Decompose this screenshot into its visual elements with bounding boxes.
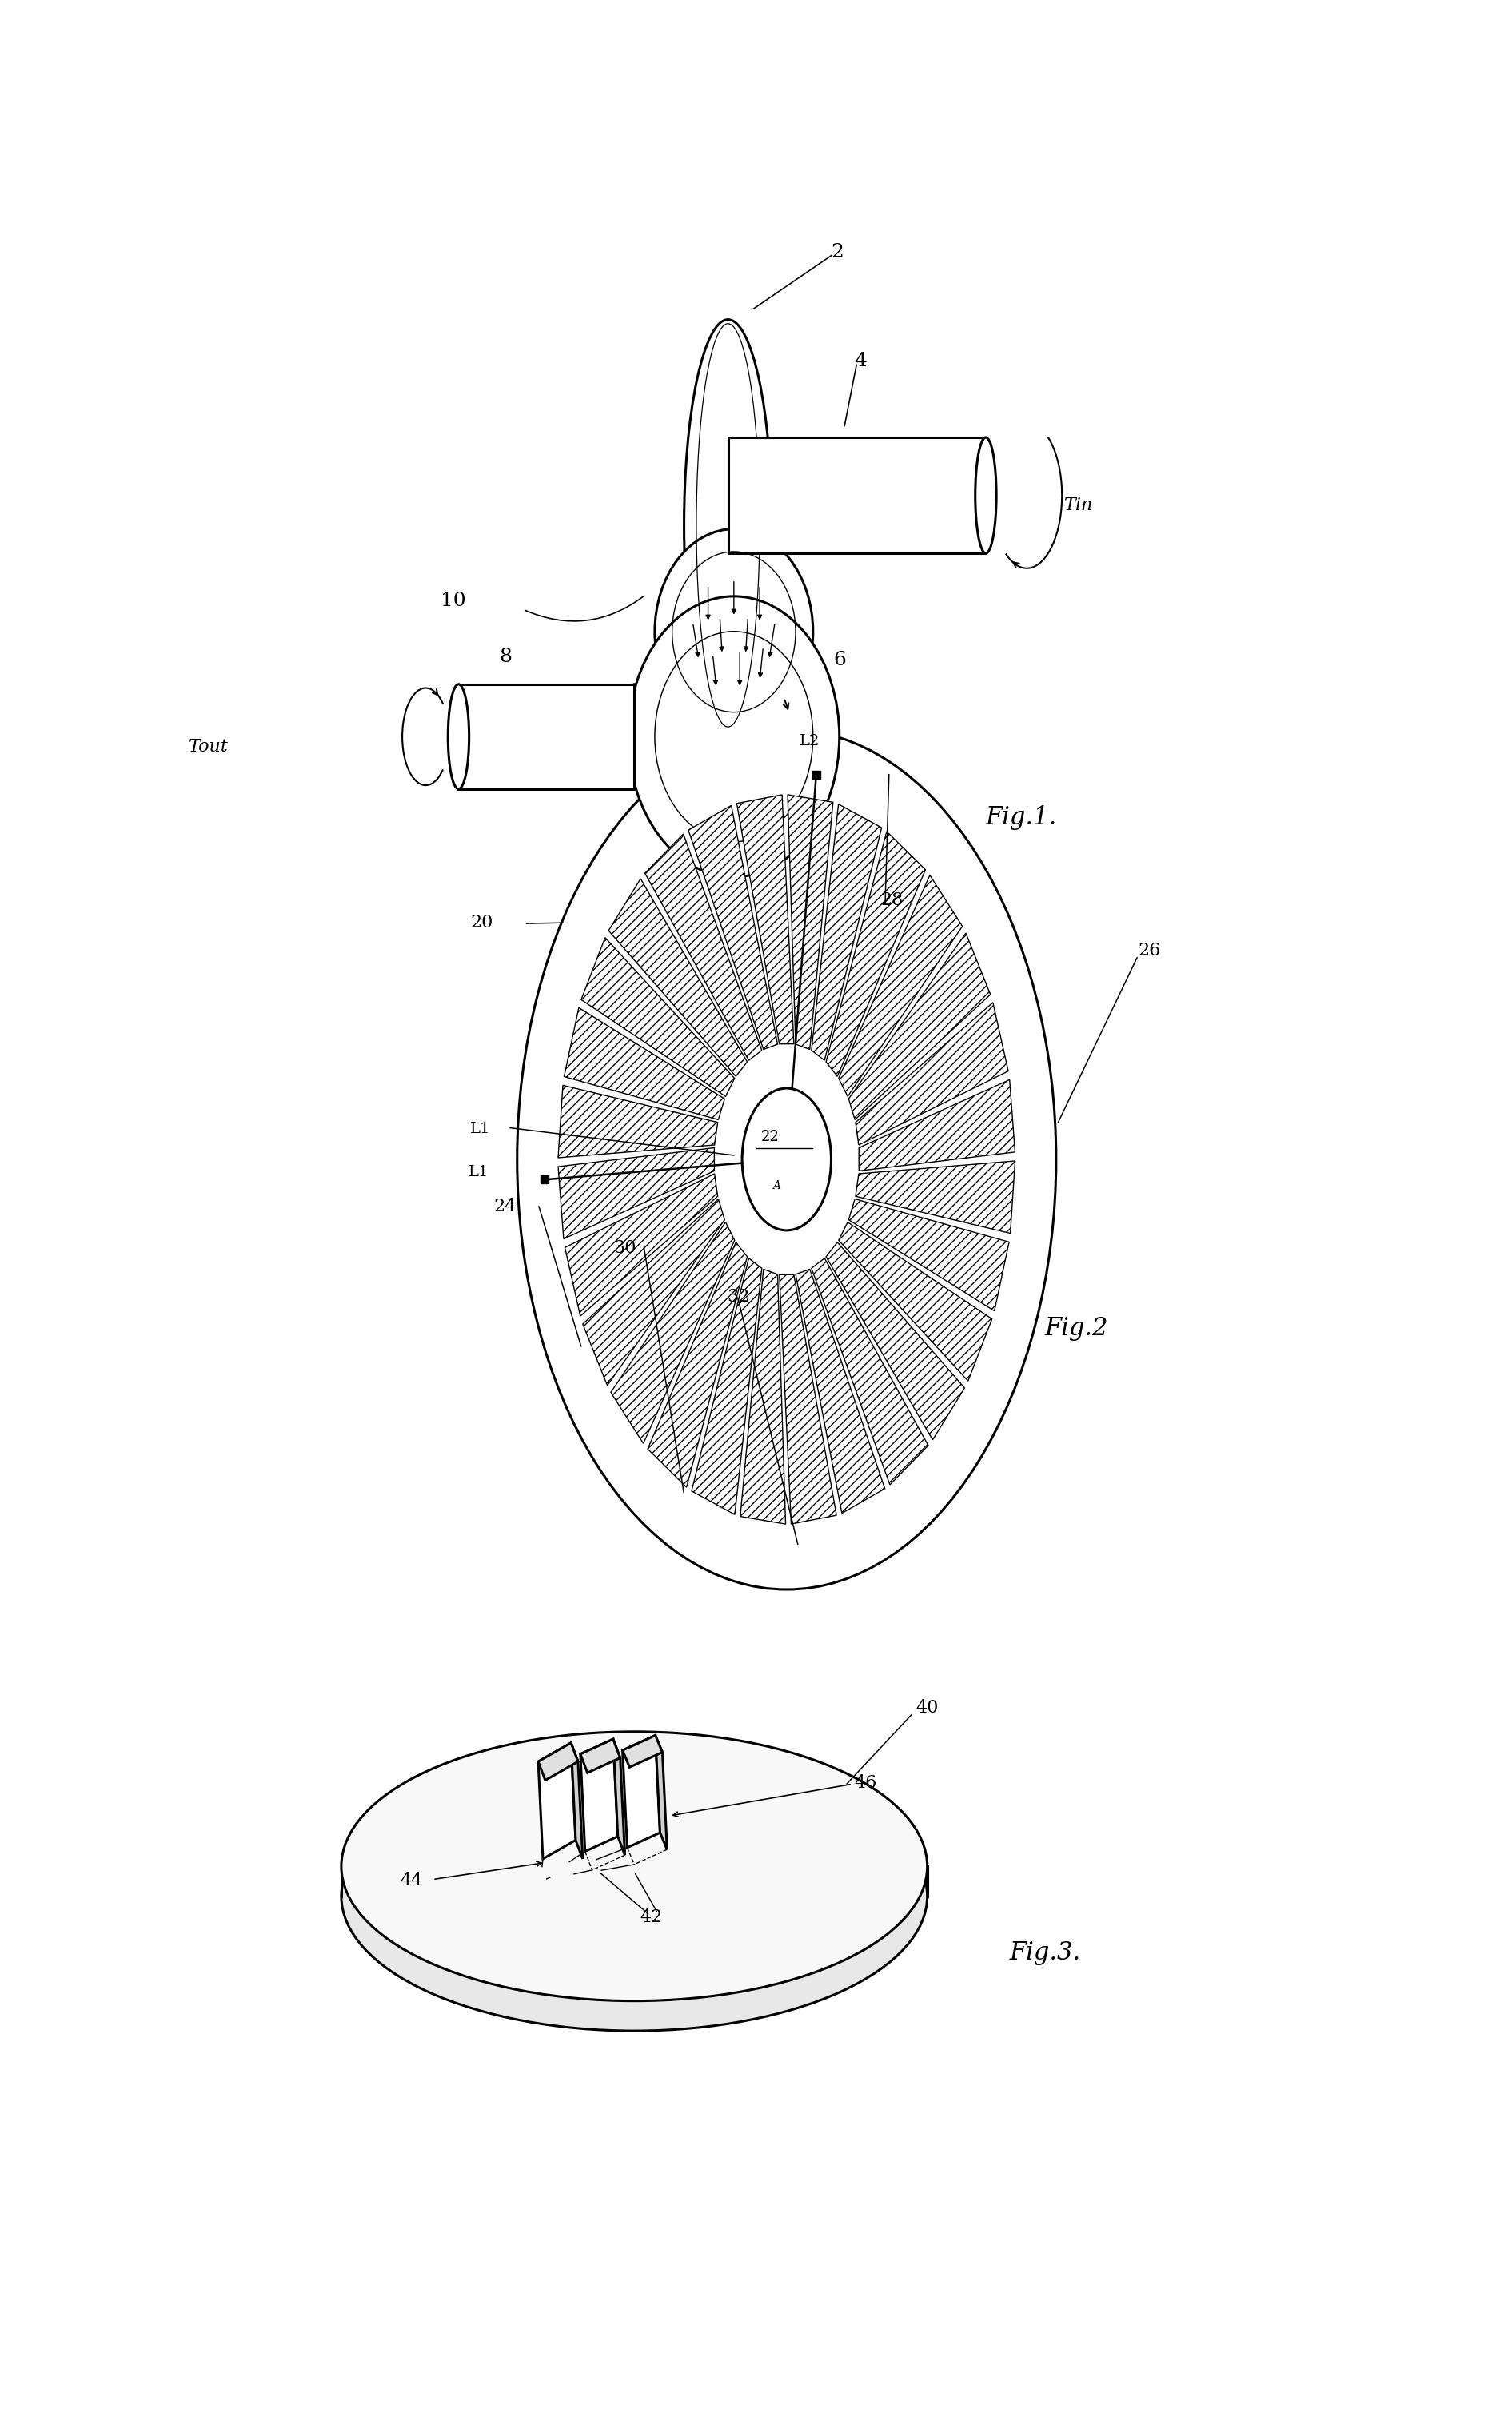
Polygon shape	[779, 1275, 836, 1523]
Ellipse shape	[629, 598, 839, 877]
Ellipse shape	[342, 1732, 927, 2001]
Polygon shape	[538, 1744, 576, 1858]
Polygon shape	[655, 1734, 667, 1848]
Text: 42: 42	[640, 1909, 662, 1926]
Text: L1: L1	[470, 1122, 490, 1137]
Ellipse shape	[742, 1088, 832, 1232]
Text: Tin: Tin	[1064, 496, 1093, 515]
Polygon shape	[581, 1739, 620, 1773]
Text: 30: 30	[614, 1239, 637, 1256]
Text: 4: 4	[854, 352, 866, 369]
Text: 46: 46	[854, 1773, 877, 1793]
Polygon shape	[812, 804, 881, 1061]
Text: Fig.1.: Fig.1.	[986, 806, 1057, 831]
Polygon shape	[741, 1270, 786, 1523]
Polygon shape	[839, 1222, 992, 1382]
Text: 10: 10	[442, 590, 466, 610]
Text: Tout: Tout	[189, 738, 228, 755]
Polygon shape	[848, 1200, 1009, 1312]
Polygon shape	[611, 1222, 735, 1443]
Text: 28: 28	[880, 891, 903, 908]
Polygon shape	[688, 806, 777, 1049]
Polygon shape	[856, 1003, 1009, 1144]
Ellipse shape	[655, 530, 813, 734]
Polygon shape	[729, 437, 986, 554]
Polygon shape	[647, 1241, 747, 1487]
Ellipse shape	[448, 685, 469, 789]
Polygon shape	[582, 1200, 724, 1385]
Polygon shape	[565, 1173, 718, 1317]
Ellipse shape	[624, 685, 644, 789]
Polygon shape	[623, 1734, 661, 1848]
Text: L2: L2	[800, 734, 820, 748]
Text: 22: 22	[761, 1129, 779, 1144]
Text: 24: 24	[493, 1197, 516, 1214]
Polygon shape	[691, 1258, 762, 1516]
Polygon shape	[614, 1739, 624, 1856]
Polygon shape	[826, 1241, 965, 1440]
Polygon shape	[856, 1161, 1015, 1234]
Polygon shape	[581, 1739, 618, 1851]
Polygon shape	[564, 1008, 724, 1120]
Ellipse shape	[718, 437, 738, 554]
Ellipse shape	[342, 1761, 927, 2031]
Text: L1: L1	[469, 1163, 488, 1178]
Polygon shape	[646, 833, 762, 1061]
Text: Fig.2: Fig.2	[1045, 1317, 1108, 1341]
Polygon shape	[558, 1149, 714, 1239]
Polygon shape	[839, 874, 962, 1095]
Text: 6: 6	[833, 651, 847, 670]
Text: Fig.3.: Fig.3.	[1010, 1941, 1081, 1965]
Polygon shape	[826, 831, 925, 1076]
Polygon shape	[538, 1744, 578, 1780]
Polygon shape	[736, 794, 794, 1044]
Text: 26: 26	[1139, 942, 1161, 959]
Polygon shape	[572, 1744, 582, 1858]
Ellipse shape	[517, 729, 1057, 1589]
Text: 40: 40	[916, 1700, 939, 1717]
Polygon shape	[623, 1734, 662, 1768]
Polygon shape	[812, 1258, 928, 1484]
Text: A: A	[773, 1180, 780, 1193]
Text: 44: 44	[399, 1870, 422, 1890]
Text: 32: 32	[727, 1287, 750, 1304]
Polygon shape	[795, 1270, 885, 1513]
Polygon shape	[458, 685, 635, 789]
Ellipse shape	[683, 321, 773, 731]
Polygon shape	[848, 933, 990, 1120]
Polygon shape	[609, 879, 747, 1076]
Polygon shape	[788, 794, 833, 1049]
Polygon shape	[859, 1081, 1015, 1171]
Text: 2: 2	[832, 243, 844, 262]
Text: 20: 20	[470, 913, 493, 930]
Polygon shape	[558, 1086, 718, 1159]
Ellipse shape	[975, 437, 996, 554]
Polygon shape	[581, 938, 735, 1095]
Text: 8: 8	[499, 649, 513, 666]
